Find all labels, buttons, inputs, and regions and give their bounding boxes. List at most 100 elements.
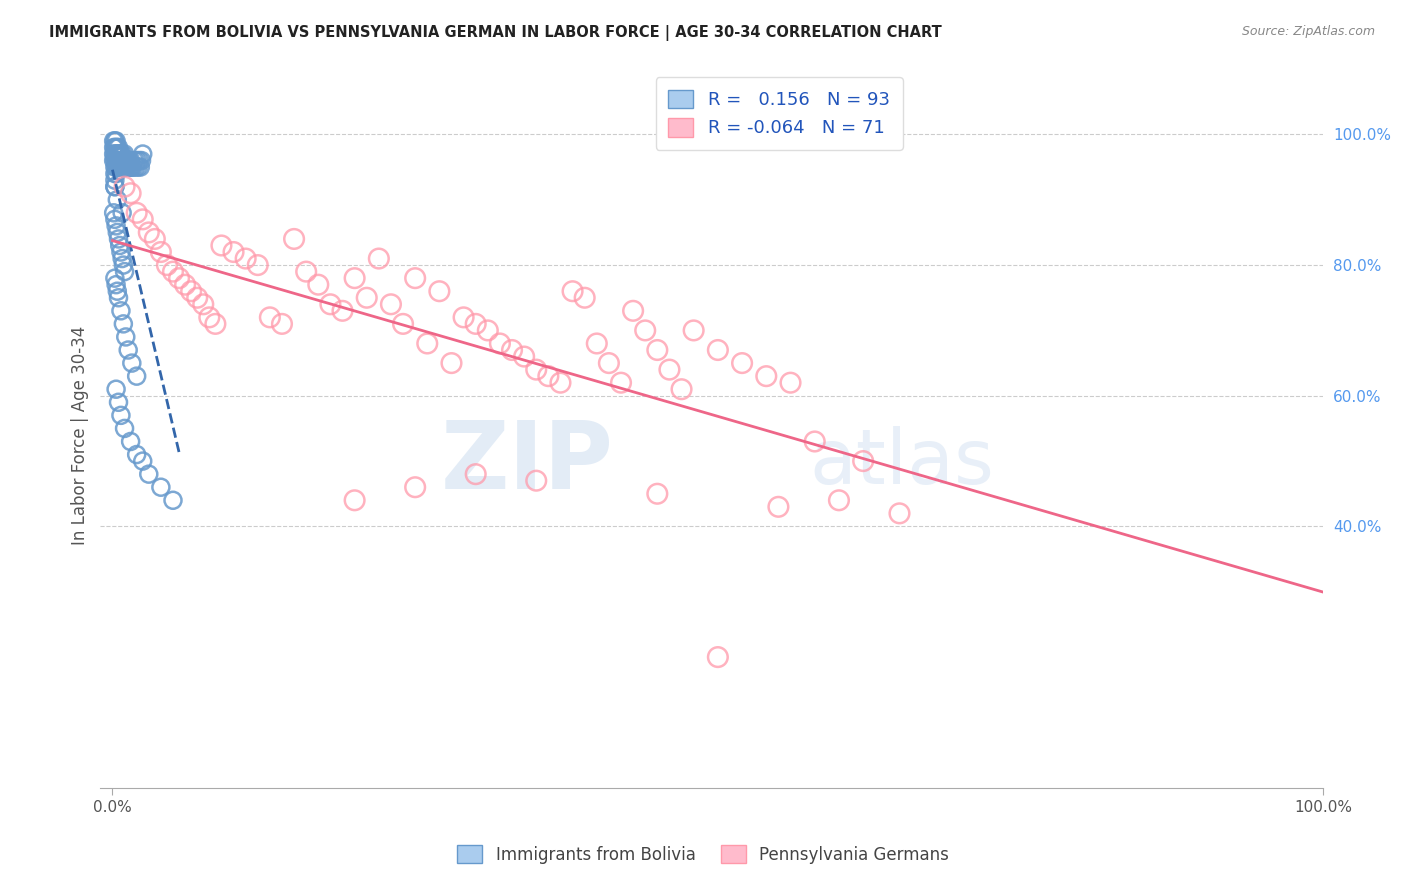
Point <box>104 160 127 174</box>
Point <box>114 421 136 435</box>
Point <box>111 160 134 174</box>
Point <box>125 153 148 168</box>
Point <box>167 271 190 285</box>
Point <box>110 160 132 174</box>
Point <box>647 487 669 501</box>
Point <box>108 160 131 174</box>
Point <box>779 376 801 390</box>
Point <box>108 147 131 161</box>
Point <box>524 362 547 376</box>
Point <box>122 153 145 168</box>
Point <box>114 153 136 168</box>
Point <box>111 206 134 220</box>
Point <box>803 434 825 449</box>
Point <box>112 317 135 331</box>
Point <box>105 140 128 154</box>
Point <box>489 336 512 351</box>
Point <box>129 160 152 174</box>
Point <box>513 350 536 364</box>
Point <box>828 493 851 508</box>
Point <box>121 356 143 370</box>
Point <box>108 153 131 168</box>
Point <box>132 454 155 468</box>
Point <box>107 160 129 174</box>
Point <box>105 226 128 240</box>
Point <box>246 258 269 272</box>
Point <box>180 284 202 298</box>
Point <box>105 193 128 207</box>
Point <box>120 186 142 201</box>
Point <box>585 336 607 351</box>
Point <box>107 232 129 246</box>
Point <box>707 343 730 357</box>
Point <box>149 480 172 494</box>
Point <box>186 291 208 305</box>
Point <box>107 140 129 154</box>
Point <box>103 206 125 220</box>
Point <box>143 232 166 246</box>
Point <box>110 303 132 318</box>
Point <box>852 454 875 468</box>
Point <box>111 153 134 168</box>
Point <box>193 297 215 311</box>
Point <box>112 160 135 174</box>
Point <box>524 474 547 488</box>
Point <box>235 252 257 266</box>
Point <box>682 323 704 337</box>
Text: atlas: atlas <box>810 426 994 500</box>
Point <box>105 167 128 181</box>
Point <box>131 153 153 168</box>
Point <box>149 245 172 260</box>
Point <box>501 343 523 357</box>
Point <box>120 160 142 174</box>
Point <box>537 369 560 384</box>
Point <box>453 310 475 325</box>
Point <box>120 153 142 168</box>
Point <box>707 650 730 665</box>
Point <box>283 232 305 246</box>
Point <box>114 330 136 344</box>
Point <box>105 140 128 154</box>
Point <box>104 140 127 154</box>
Point <box>114 147 136 161</box>
Point <box>105 219 128 233</box>
Point <box>392 317 415 331</box>
Point <box>105 147 128 161</box>
Point <box>115 160 138 174</box>
Point <box>115 153 138 168</box>
Point <box>105 153 128 168</box>
Point <box>658 362 681 376</box>
Point <box>118 153 141 168</box>
Point <box>561 284 583 298</box>
Point <box>204 317 226 331</box>
Point <box>103 147 125 161</box>
Point <box>271 317 294 331</box>
Point <box>122 160 145 174</box>
Point <box>634 323 657 337</box>
Point <box>162 265 184 279</box>
Point <box>105 277 128 292</box>
Text: IMMIGRANTS FROM BOLIVIA VS PENNSYLVANIA GERMAN IN LABOR FORCE | AGE 30-34 CORREL: IMMIGRANTS FROM BOLIVIA VS PENNSYLVANIA … <box>49 25 942 41</box>
Point <box>598 356 620 370</box>
Point <box>755 369 778 384</box>
Point <box>110 409 132 423</box>
Point <box>889 507 911 521</box>
Point <box>105 160 128 174</box>
Point <box>105 382 128 396</box>
Point <box>117 160 139 174</box>
Point <box>121 160 143 174</box>
Point <box>404 271 426 285</box>
Point <box>114 265 136 279</box>
Point <box>343 271 366 285</box>
Point <box>125 206 148 220</box>
Point <box>464 467 486 482</box>
Point <box>105 134 128 148</box>
Point <box>647 343 669 357</box>
Point <box>209 238 232 252</box>
Point <box>367 252 389 266</box>
Point <box>105 284 128 298</box>
Point <box>198 310 221 325</box>
Point <box>114 153 136 168</box>
Point <box>104 147 127 161</box>
Point <box>104 134 127 148</box>
